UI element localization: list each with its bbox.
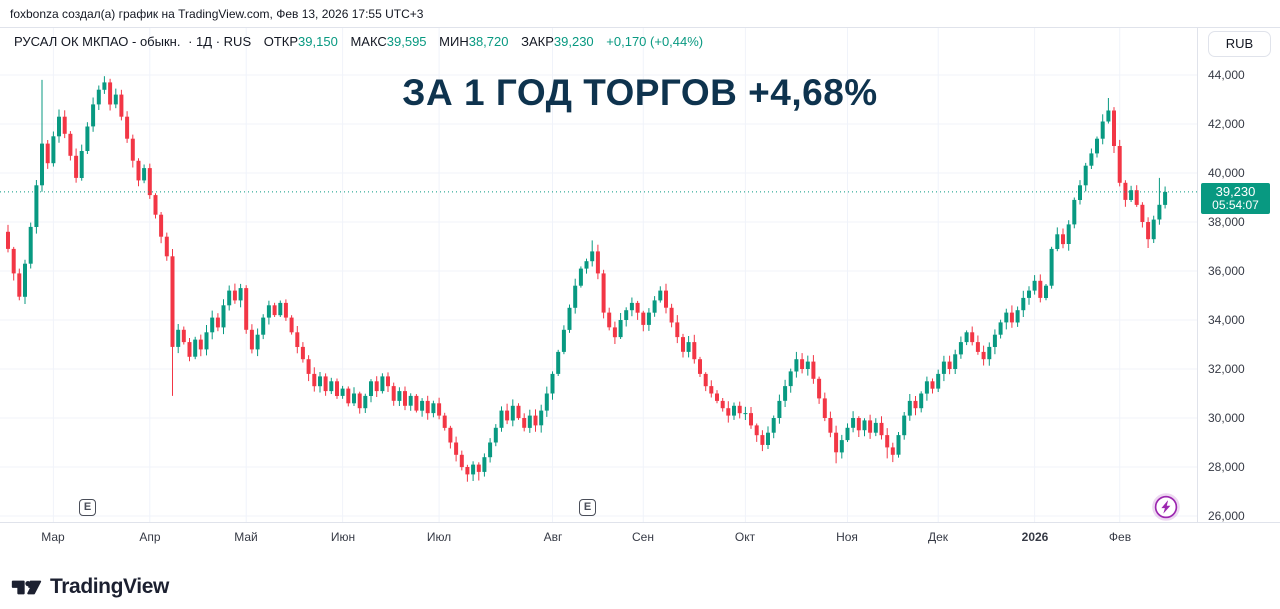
price-scale-label: 30,000 bbox=[1208, 411, 1245, 425]
open-label: ОТКР bbox=[263, 34, 299, 49]
time-axis-label: Сен bbox=[632, 530, 654, 544]
chart-annotation: ЗА 1 ГОД ТОРГОВ +4,68% bbox=[402, 72, 878, 113]
flash-snapshot-icon[interactable] bbox=[1152, 493, 1180, 521]
time-axis-label: Май bbox=[234, 530, 258, 544]
price-scale-label: 28,000 bbox=[1208, 460, 1245, 474]
time-axis-label: Фев bbox=[1108, 530, 1132, 544]
high-label: МАКС bbox=[350, 34, 387, 49]
price-scale-label: 32,000 bbox=[1208, 362, 1245, 376]
low-label: МИН bbox=[439, 34, 469, 49]
high-value: 39,595 bbox=[386, 34, 427, 49]
time-axis-label: Авг bbox=[543, 530, 563, 544]
price-scale-label: 34,000 bbox=[1208, 313, 1245, 327]
time-axis-label: Июн bbox=[330, 530, 356, 544]
price-scale[interactable]: 39,230 05:54:07 44,000 42,000 40,000 38,000… bbox=[1197, 28, 1280, 523]
low-value: 38,720 bbox=[468, 34, 509, 49]
price-scale-label: 40,000 bbox=[1208, 166, 1245, 180]
close-label: ЗАКР bbox=[521, 34, 554, 49]
tradingview-logo[interactable]: TradingView bbox=[10, 575, 169, 599]
legend-separator: · bbox=[215, 34, 221, 49]
last-price-value: 39,230 bbox=[1215, 184, 1256, 199]
bar-countdown: 05:54:07 bbox=[1212, 198, 1259, 212]
price-scale-label: 44,000 bbox=[1208, 68, 1245, 82]
footer: TradingView bbox=[0, 552, 1280, 609]
candlestick-plot[interactable] bbox=[0, 28, 1197, 522]
exchange-label: RUS bbox=[223, 34, 252, 49]
time-axis[interactable]: Мар Апр Май Июн Июл Авг Сен Окт Ноя Дек 2026 Фев bbox=[0, 522, 1280, 552]
earnings-marker[interactable]: E bbox=[579, 499, 596, 516]
price-scale-label: 36,000 bbox=[1208, 264, 1245, 278]
time-axis-label: Апр bbox=[139, 530, 161, 544]
time-axis-label: Мар bbox=[41, 530, 65, 544]
interval-label[interactable]: 1Д bbox=[196, 34, 213, 49]
time-axis-label: Дек bbox=[927, 530, 949, 544]
price-scale-label: 26,000 bbox=[1208, 509, 1245, 523]
time-axis-label: Июл bbox=[426, 530, 452, 544]
time-axis-label: 2026 bbox=[1021, 530, 1049, 544]
earnings-marker[interactable]: E bbox=[79, 499, 96, 516]
time-axis-label: Ноя bbox=[836, 530, 858, 544]
attribution-text: foxbonza создал(а) график на TradingView… bbox=[0, 0, 1280, 28]
tradingview-logomark bbox=[11, 580, 42, 595]
tradingview-logo-text: TradingView bbox=[50, 575, 169, 598]
price-scale-label: 38,000 bbox=[1208, 215, 1245, 229]
chart-widget: РУСАЛ ОК МКПАО - обыкн. · 1Д · RUS ОТКР3… bbox=[0, 28, 1280, 552]
price-scale-label: 42,000 bbox=[1208, 117, 1245, 131]
currency-button[interactable]: RUB bbox=[1208, 31, 1271, 57]
chart-legend: РУСАЛ ОК МКПАО - обыкн. · 1Д · RUS ОТКР3… bbox=[14, 34, 703, 49]
close-value: 39,230 bbox=[553, 34, 594, 49]
change-value: +0,170 (+0,44%) bbox=[606, 34, 704, 49]
symbol-title[interactable]: РУСАЛ ОК МКПАО - обыкн. bbox=[14, 34, 181, 49]
open-value: 39,150 bbox=[298, 34, 338, 49]
legend-separator: · bbox=[188, 34, 193, 49]
last-price-badge: 39,230 05:54:07 bbox=[1201, 183, 1270, 214]
time-axis-label: Окт bbox=[734, 530, 756, 544]
